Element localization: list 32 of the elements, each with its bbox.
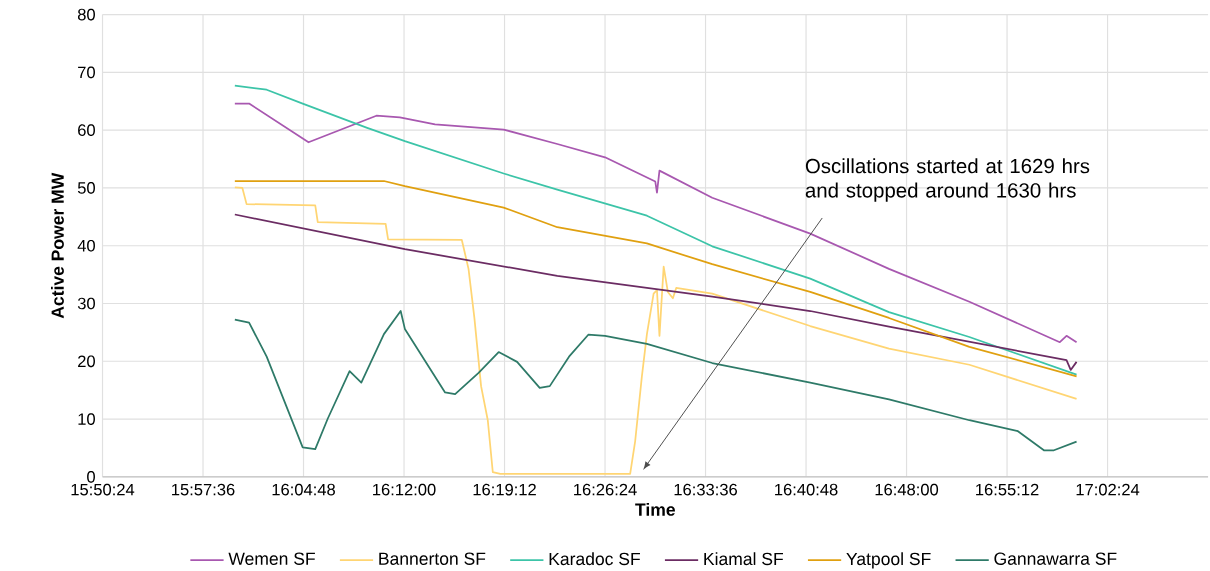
legend-label: Karadoc SF: [549, 552, 640, 565]
legend-label: Gannawarra SF: [994, 552, 1117, 565]
y-tick-label: 70: [78, 66, 95, 79]
x-tick-label: 15:57:36: [172, 483, 235, 496]
x-tick-label: 16:33:36: [674, 483, 738, 496]
x-tick-label: 16:55:12: [976, 483, 1039, 496]
y-tick-label: 30: [77, 297, 95, 310]
x-tick-label: 16:04:48: [272, 483, 335, 496]
legend-label: Kiamal SF: [704, 552, 783, 565]
y-tick-label: 60: [78, 124, 95, 136]
line-series: [233, 310, 1078, 452]
x-tick-label: 16:19:12: [473, 483, 536, 496]
x-tick-label: 17:02:24: [1076, 483, 1140, 496]
x-tick-label: 16:48:00: [875, 483, 939, 496]
x-tick-label: 16:26:24: [574, 483, 637, 496]
x-tick-label: 16:40:48: [775, 483, 838, 496]
legend-label: Bannerton SF: [379, 552, 486, 565]
y-tick-label: 40: [77, 239, 95, 252]
legend-label: Wemen SF: [228, 552, 315, 565]
legend-label: Yatpool SF: [846, 552, 931, 569]
x-axis-title: Time: [635, 502, 675, 516]
line-series: [233, 180, 1078, 378]
y-tick-label: 20: [78, 355, 95, 368]
y-tick-label: 80: [77, 8, 95, 21]
y-tick-label: 50: [77, 181, 95, 194]
x-tick-label: 15:50:24: [71, 483, 135, 496]
x-tick-label: 16:12:00: [373, 483, 436, 496]
y-tick-label: 10: [78, 413, 95, 425]
y-tick-label: 0: [87, 470, 95, 483]
y-axis-title: Active Power MW: [51, 172, 64, 319]
annotation: Oscillations started at 1629 hrs and stopped around 1630 hrs: [805, 158, 1090, 202]
line-series: [233, 213, 1078, 371]
